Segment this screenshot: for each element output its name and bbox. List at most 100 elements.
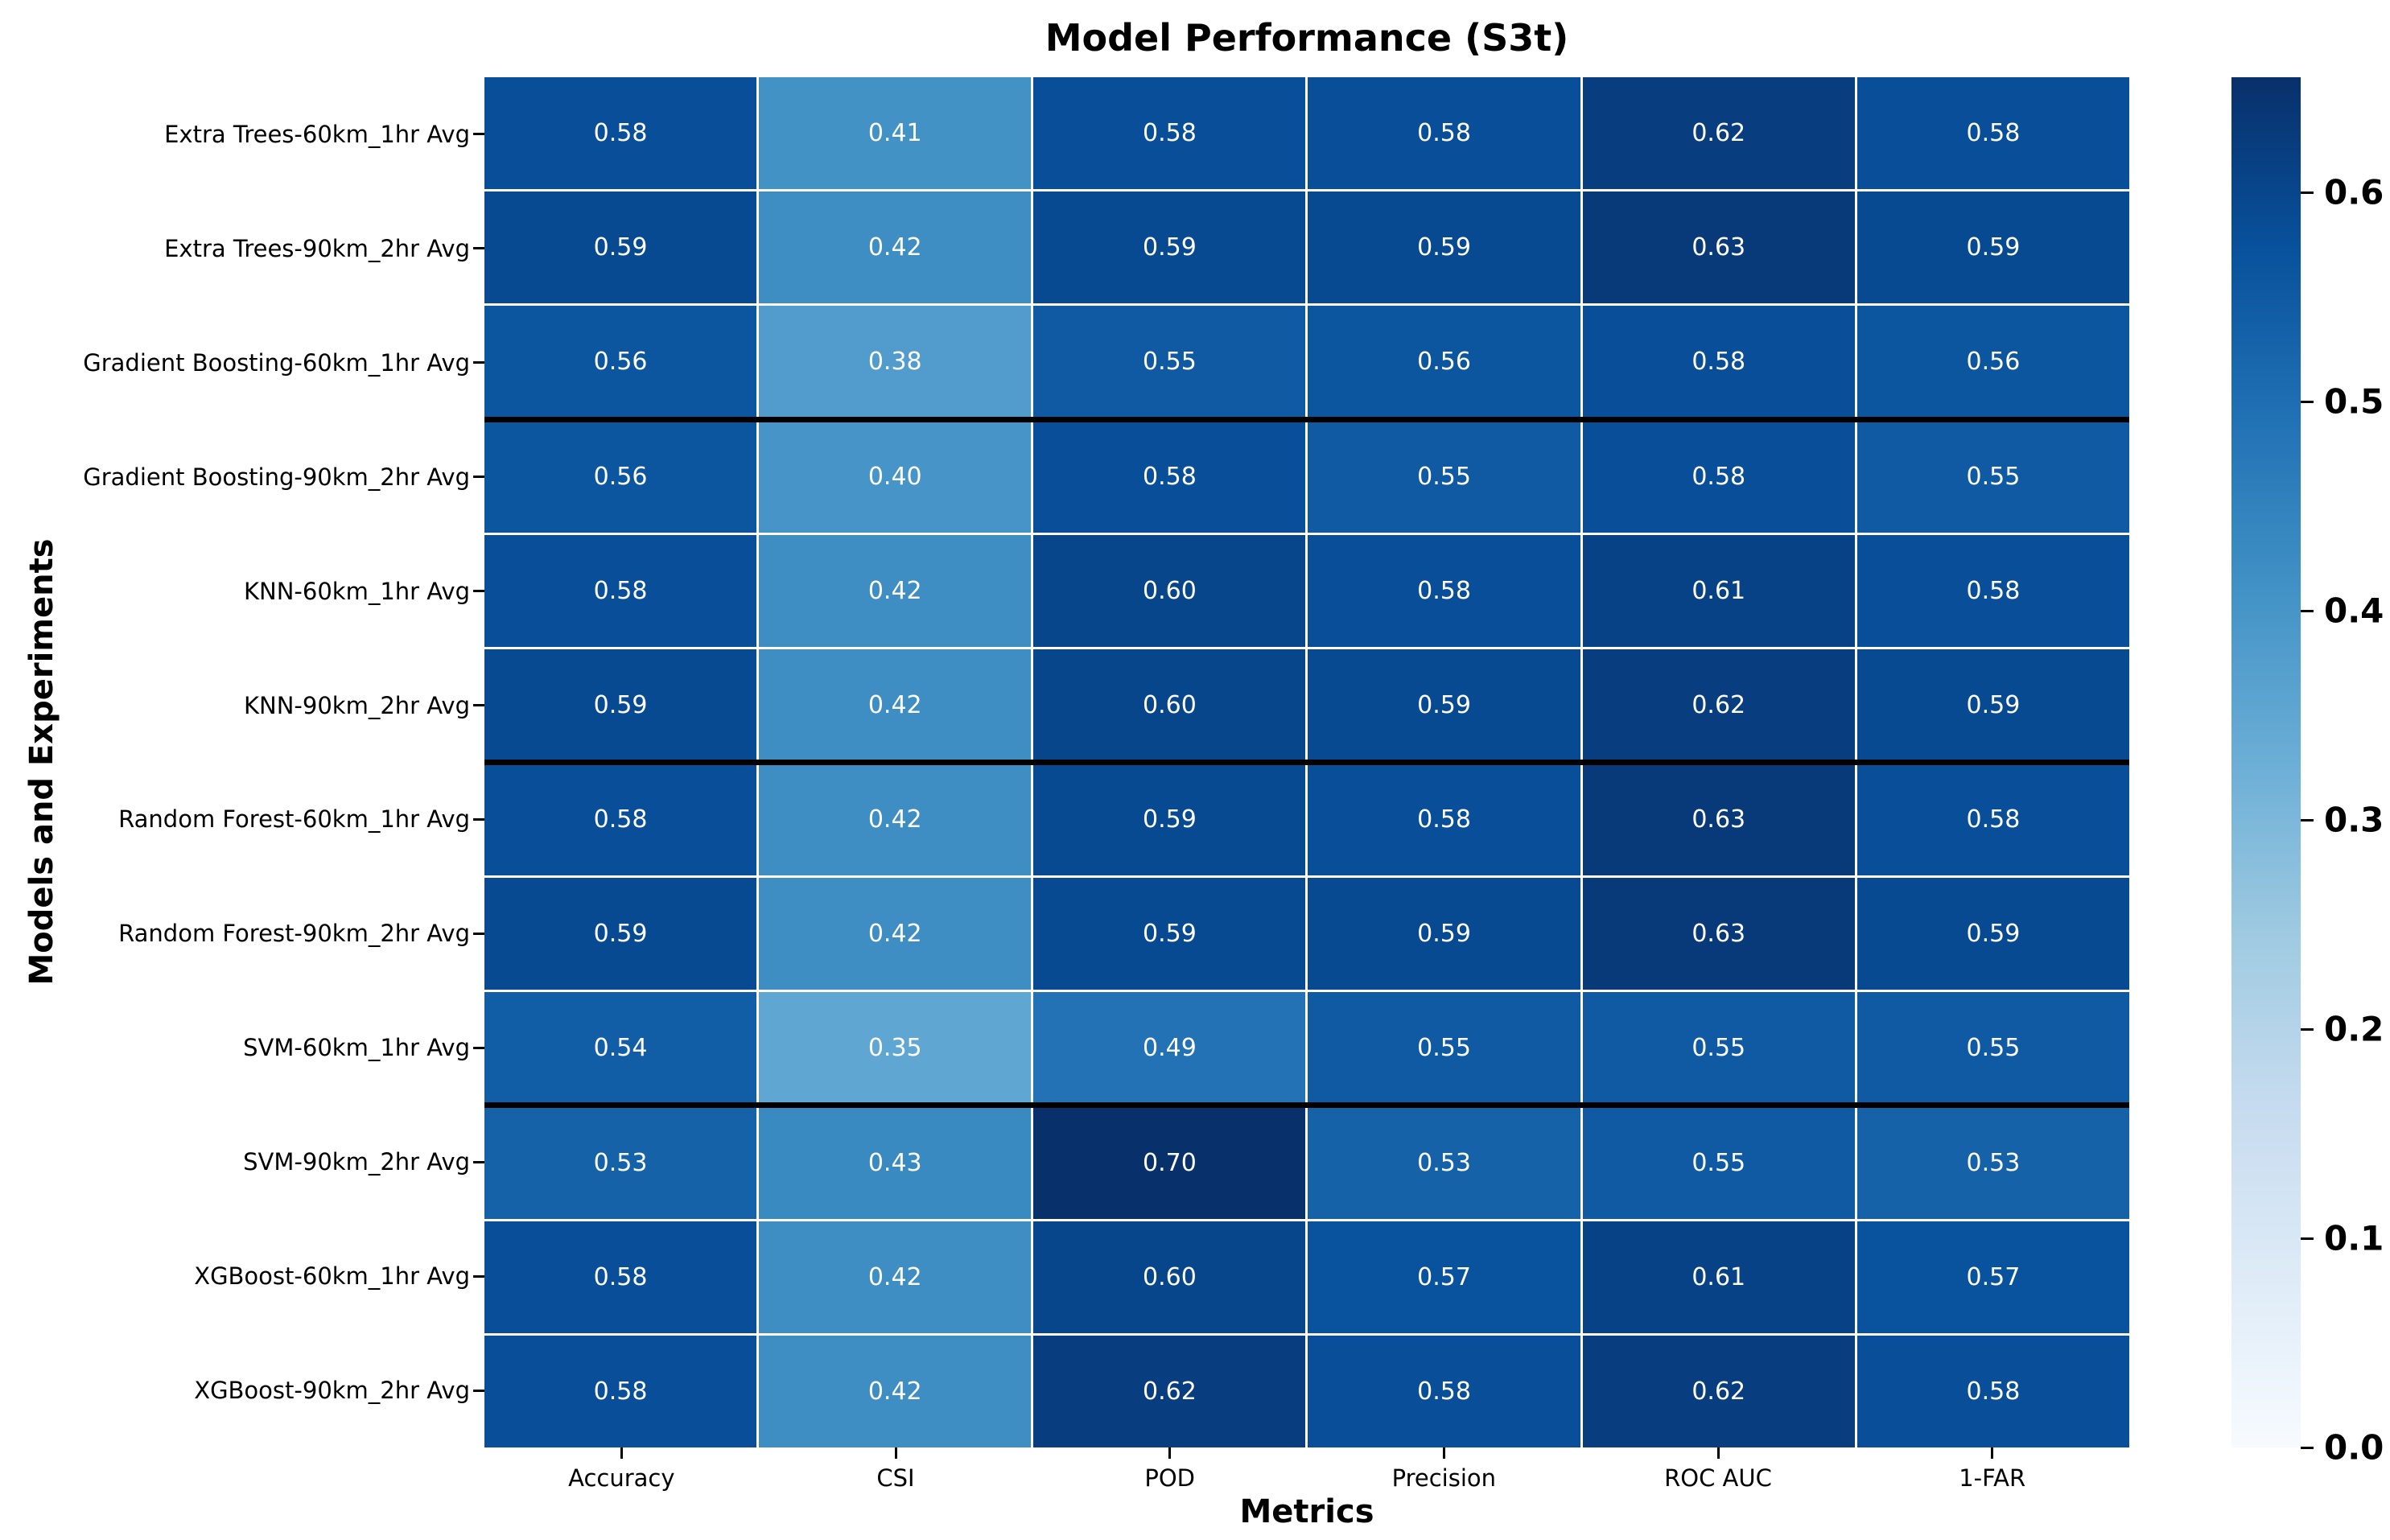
row-tick-label: SVM-60km_1hr Avg: [243, 1034, 470, 1062]
colorbar-tick-label: 0.3: [2324, 800, 2384, 840]
heatmap-cell: 0.63: [1582, 878, 1855, 990]
y-tick-mark: [473, 1389, 484, 1392]
x-tick-mark: [1991, 1447, 1994, 1459]
heatmap-cell: 0.42: [759, 534, 1032, 647]
heatmap-cell: 0.35: [759, 992, 1032, 1105]
y-tick-mark: [473, 932, 484, 935]
heatmap-cell: 0.55: [1856, 992, 2129, 1105]
heatmap-cell: 0.53: [1856, 1106, 2129, 1219]
y-tick-mark: [473, 133, 484, 136]
heatmap-cell: 0.58: [1308, 1335, 1580, 1447]
heatmap-cell: 0.58: [1856, 1335, 2129, 1447]
col-tick-label: Accuracy: [568, 1464, 675, 1492]
col-tick-label: CSI: [876, 1464, 915, 1492]
heatmap-cell: 0.55: [1582, 992, 1855, 1105]
heatmap-cell: 0.60: [1033, 649, 1306, 761]
heatmap-cell: 0.58: [1033, 77, 1306, 190]
group-separator-line: [484, 417, 2129, 423]
heatmap-cell: 0.54: [484, 992, 757, 1105]
colorbar-tick-label: 0.1: [2324, 1218, 2384, 1258]
row-tick-label: SVM-90km_2hr Avg: [243, 1148, 470, 1176]
row-tick-label: Gradient Boosting-90km_2hr Avg: [83, 463, 470, 491]
heatmap-cell: 0.42: [759, 764, 1032, 876]
colorbar-tick-mark: [2301, 400, 2314, 403]
y-tick-mark: [473, 1046, 484, 1049]
col-tick-label: Precision: [1391, 1464, 1497, 1492]
heatmap-grid: 0.58 0.41 0.58 0.58 0.62 0.58 0.59 0.42 0.59 0.59…: [484, 77, 2129, 1447]
heatmap-cell: 0.59: [1308, 878, 1580, 990]
chart-title: Model Performance (S3t): [1045, 16, 1569, 60]
heatmap-cell: 0.56: [484, 306, 757, 418]
heatmap-cell: 0.60: [1033, 1221, 1306, 1333]
x-tick-mark: [894, 1447, 897, 1459]
colorbar-tick-mark: [2301, 609, 2314, 612]
heatmap-cell: 0.42: [759, 649, 1032, 761]
heatmap-cell: 0.42: [759, 1221, 1032, 1333]
heatmap-cell: 0.53: [1308, 1106, 1580, 1219]
heatmap-cell: 0.41: [759, 77, 1032, 190]
heatmap-cell: 0.56: [484, 420, 757, 533]
heatmap-cell: 0.59: [484, 649, 757, 761]
heatmap-cell: 0.55: [1308, 992, 1580, 1105]
heatmap-cell: 0.59: [1308, 191, 1580, 304]
heatmap-cell: 0.59: [1308, 649, 1580, 761]
row-tick-label: XGBoost-90km_2hr Avg: [194, 1377, 470, 1405]
colorbar-tick-mark: [2301, 1027, 2314, 1031]
heatmap-cell: 0.58: [1856, 764, 2129, 876]
y-tick-mark: [473, 1274, 484, 1278]
heatmap-cell: 0.62: [1033, 1335, 1306, 1447]
x-tick-mark: [1168, 1447, 1172, 1459]
heatmap-cell: 0.58: [1308, 764, 1580, 876]
heatmap-cell: 0.60: [1033, 534, 1306, 647]
row-tick-label: Random Forest-90km_2hr Avg: [118, 920, 470, 948]
heatmap-cell: 0.38: [759, 306, 1032, 418]
heatmap-cell: 0.59: [484, 191, 757, 304]
heatmap-cell: 0.62: [1582, 1335, 1855, 1447]
y-tick-mark: [473, 361, 484, 364]
heatmap-cell: 0.58: [484, 534, 757, 647]
x-tick-mark: [620, 1447, 623, 1459]
heatmap-cell: 0.57: [1308, 1221, 1580, 1333]
y-tick-mark: [473, 247, 484, 250]
colorbar-tick-mark: [2301, 818, 2314, 821]
heatmap-cell: 0.58: [1582, 420, 1855, 533]
heatmap-cell: 0.62: [1582, 649, 1855, 761]
heatmap-cell: 0.58: [484, 764, 757, 876]
group-separator-line: [484, 1101, 2129, 1108]
colorbar-tick-label: 0.4: [2324, 591, 2384, 631]
heatmap-cell: 0.58: [484, 1335, 757, 1447]
heatmap-cell: 0.59: [1856, 649, 2129, 761]
heatmap-cell: 0.57: [1856, 1221, 2129, 1333]
heatmap-cell: 0.59: [1033, 764, 1306, 876]
col-tick-label: ROC AUC: [1664, 1464, 1772, 1492]
y-tick-mark: [473, 590, 484, 593]
heatmap-cell: 0.42: [759, 191, 1032, 304]
y-tick-mark: [473, 476, 484, 479]
row-tick-label: KNN-60km_1hr Avg: [244, 577, 470, 605]
heatmap-cell: 0.42: [759, 878, 1032, 990]
colorbar-tick-label: 0.6: [2324, 172, 2384, 212]
heatmap-cell: 0.61: [1582, 534, 1855, 647]
row-tick-label: Gradient Boosting-60km_1hr Avg: [83, 348, 470, 377]
heatmap-cell: 0.56: [1856, 306, 2129, 418]
heatmap-cell: 0.43: [759, 1106, 1032, 1219]
heatmap-cell: 0.59: [1856, 191, 2129, 304]
x-axis-label: Metrics: [1239, 1493, 1374, 1530]
heatmap-cell: 0.42: [759, 1335, 1032, 1447]
x-tick-mark: [1716, 1447, 1720, 1459]
row-tick-label: XGBoost-60km_1hr Avg: [194, 1262, 470, 1291]
heatmap-cell: 0.49: [1033, 992, 1306, 1105]
heatmap-cell: 0.63: [1582, 764, 1855, 876]
colorbar-tick-label: 0.5: [2324, 381, 2384, 422]
colorbar-tick-label: 0.0: [2324, 1427, 2384, 1468]
heatmap-cell: 0.55: [1308, 420, 1580, 533]
heatmap-cell: 0.59: [1033, 878, 1306, 990]
heatmap-cell: 0.55: [1856, 420, 2129, 533]
col-tick-label: 1-FAR: [1959, 1464, 2026, 1492]
row-tick-label: Extra Trees-60km_1hr Avg: [164, 120, 470, 148]
heatmap-cell: 0.56: [1308, 306, 1580, 418]
heatmap-cell: 0.58: [1856, 77, 2129, 190]
group-separator-line: [484, 760, 2129, 765]
heatmap-cell: 0.53: [484, 1106, 757, 1219]
heatmap-cell: 0.58: [1308, 77, 1580, 190]
